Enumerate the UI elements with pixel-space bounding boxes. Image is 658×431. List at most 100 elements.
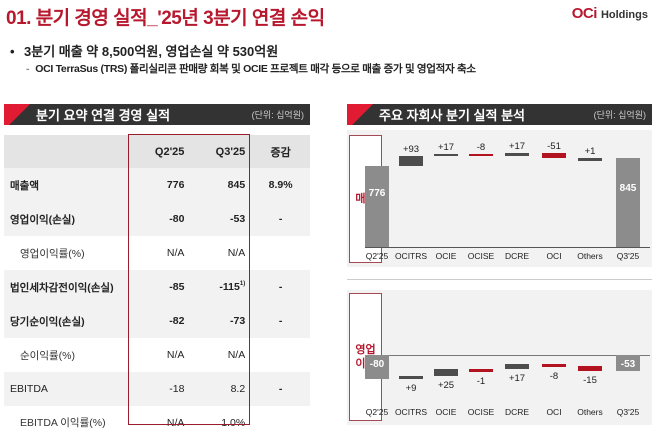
table-row: 영업이익(손실) -80 -53 -: [4, 202, 310, 236]
row-label: EBITDA 이익률(%): [4, 406, 130, 431]
row-label: 영업이익률(%): [4, 236, 130, 270]
table-row: 영업이익률(%) N/A N/A: [4, 236, 310, 270]
row-label: 매출액: [4, 168, 130, 202]
category-label: OCISE: [467, 251, 495, 261]
summary-bullet-text: 3분기 매출 약 8,500억원, 영업손실 약 530억원: [24, 44, 279, 59]
header-label: [4, 135, 130, 168]
cell-q2: N/A: [129, 338, 191, 372]
bar-value-label: 776: [368, 188, 386, 200]
page-title: 01. 분기 경영 실적_'25년 3분기 연결 손익: [6, 8, 325, 29]
bar-value-label: -15: [583, 374, 597, 386]
bar-value-label: +17: [437, 141, 455, 153]
divider: [347, 279, 652, 280]
bar-decrease: [469, 153, 493, 157]
category-label: OCIE: [435, 407, 457, 417]
category-label: OCI: [546, 251, 562, 261]
category-label: Others: [577, 251, 603, 261]
unit-label: (단위: 십억원): [251, 110, 304, 120]
cell-q3: N/A: [190, 236, 252, 270]
cell-change: -: [251, 202, 310, 236]
cell-q3-value: -115: [219, 281, 240, 293]
cell-q3: -1151): [190, 270, 252, 304]
cell-q2: -82: [129, 304, 191, 338]
cell-change: -: [251, 372, 310, 406]
table-header-row: Q2'25 Q3'25 증감: [4, 135, 310, 168]
table-row: 매출액 776 845 8.9%: [4, 168, 310, 202]
table-row: 법인세차감전이익(손실) -85 -1151) -: [4, 270, 310, 304]
cell-q3: N/A: [190, 338, 252, 372]
bar-value-label: +93: [402, 143, 420, 155]
cell-q3: 1.0%: [190, 406, 252, 431]
bar-decrease: [469, 368, 493, 372]
brand-logo: OCi Holdings: [572, 5, 648, 22]
cell-q2: 776: [129, 168, 191, 202]
header-q3: Q3'25: [190, 135, 252, 168]
bar-value-label: +1: [584, 146, 596, 158]
axis-line: [365, 247, 650, 248]
cell-q3: 845: [190, 168, 252, 202]
bar-value-label: -8: [549, 371, 559, 382]
red-flag-icon: [4, 104, 30, 125]
category-label: Q2'25: [365, 407, 389, 417]
bar-total: [365, 355, 389, 379]
summary-sub-text: OCI TerraSus (TRS) 폴리실리콘 판매량 회복 및 OCIE 프…: [35, 63, 476, 75]
section-header-subsidiaries: 주요 자회사 분기 실적 분석 (단위: 십억원): [347, 104, 652, 125]
bar-total: [365, 165, 389, 247]
bar-value-label: -51: [547, 141, 561, 153]
bar-total: [616, 158, 640, 247]
row-label: 당기순이익(손실): [4, 304, 130, 338]
red-flag-icon: [347, 104, 373, 125]
table-row: EBITDA 이익률(%) N/A 1.0%: [4, 406, 310, 431]
category-label: Others: [577, 407, 603, 417]
cell-change: -: [251, 270, 310, 304]
bullet-icon: •: [10, 44, 15, 59]
row-label: 영업이익(손실): [4, 202, 130, 236]
cell-q3: 8.2: [190, 372, 252, 406]
bar-value-label: -80: [369, 359, 385, 370]
row-label: EBITDA: [4, 372, 130, 406]
cell-change: 8.9%: [251, 168, 310, 202]
cell-q2: -85: [129, 270, 191, 304]
bar-decrease: [578, 366, 602, 371]
brand-name: Holdings: [600, 9, 648, 21]
category-label: OCISE: [467, 407, 495, 417]
bar-value-label: -53: [620, 359, 636, 370]
category-label: OCI: [546, 407, 562, 417]
bar-decrease: [542, 153, 566, 159]
category-label: OCIE: [435, 251, 457, 261]
cell-change: [251, 338, 310, 372]
category-label: DCRE: [504, 407, 530, 417]
category-label: OCITRS: [394, 251, 428, 261]
cell-change: [251, 236, 310, 270]
section-title: 주요 자회사 분기 실적 분석: [379, 108, 526, 123]
bar-value-label: -8: [476, 141, 486, 153]
operating-profit-waterfall-chart: [347, 290, 652, 425]
bar-increase: [505, 153, 529, 156]
bar-value-label: +17: [508, 141, 526, 153]
table-row: 당기순이익(손실) -82 -73 -: [4, 304, 310, 338]
bar-increase: [434, 368, 458, 377]
category-label: Q3'25: [616, 407, 640, 417]
bar-decrease: [542, 364, 566, 367]
bar-value-label: +9: [405, 383, 417, 395]
zero-line: [385, 355, 650, 356]
header-q2: Q2'25: [129, 135, 191, 168]
cell-q2: -18: [129, 372, 191, 406]
category-label: Q2'25: [365, 251, 389, 261]
bar-value-label: -1: [476, 375, 486, 387]
summary-bullet: • 3분기 매출 약 8,500억원, 영업손실 약 530억원: [10, 41, 278, 60]
bar-increase: [399, 155, 423, 166]
bar-total: [616, 355, 640, 371]
category-label: OCITRS: [394, 407, 428, 417]
brand-mark: OCi: [571, 5, 598, 22]
cell-q3: -73: [190, 304, 252, 338]
dash-icon: -: [26, 63, 30, 75]
unit-label: (단위: 십억원): [593, 110, 646, 120]
category-label: DCRE: [504, 251, 530, 261]
bar-value-label: +25: [437, 380, 455, 392]
bar-value-label: 845: [619, 183, 637, 195]
table-row: EBITDA -18 8.2 -: [4, 372, 310, 406]
section-header-summary: 분기 요약 연결 경영 실적 (단위: 십억원): [4, 104, 310, 125]
cell-change: [251, 406, 310, 431]
section-title: 분기 요약 연결 경영 실적: [36, 108, 171, 123]
